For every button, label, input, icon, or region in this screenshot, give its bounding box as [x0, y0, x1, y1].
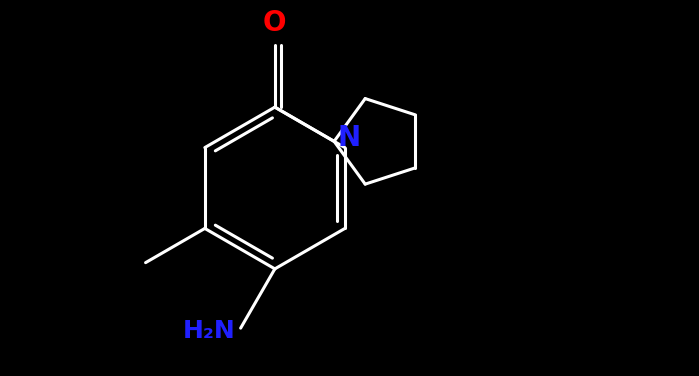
Text: N: N: [337, 124, 361, 152]
Text: H₂N: H₂N: [183, 319, 236, 343]
Text: O: O: [263, 9, 287, 38]
